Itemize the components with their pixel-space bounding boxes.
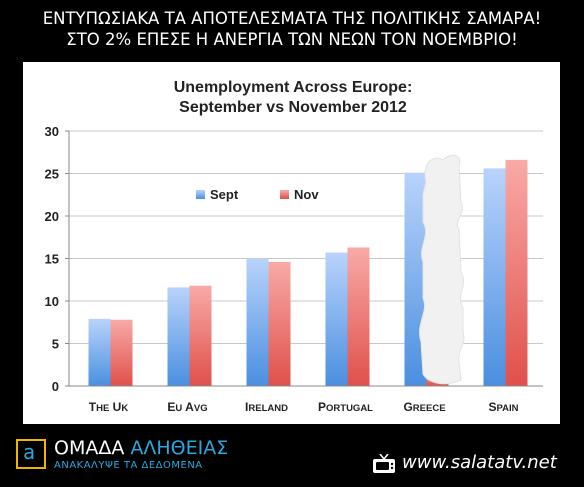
bar-sept	[88, 318, 111, 386]
bar-nov	[347, 247, 370, 386]
bar-nov	[189, 285, 212, 386]
y-tick-label: 0	[52, 379, 59, 394]
bar-sept	[325, 252, 348, 386]
y-tick-label: 25	[45, 167, 59, 182]
x-tick-label: EU AVG	[167, 400, 207, 414]
brand-tagline: ΑΝΑΚΑΛΥΨΕ ΤΑ ΔΕΔΟΜΕΝΑ	[54, 460, 203, 471]
bar-sept	[167, 287, 190, 386]
gridlines	[65, 130, 543, 387]
x-tick-label: SPAIN	[488, 400, 518, 414]
brush-stroke-overlay	[419, 154, 465, 385]
bars	[88, 159, 528, 386]
y-axis-ticks: 0 5 10 15 20 25 30	[45, 124, 59, 394]
x-tick-label: GREECE	[403, 400, 445, 414]
headline-line-1: ΕΝΤΥΠΩΣΙΑΚΑ ΤΑ ΑΠΟΤΕΛΕΣΜΑΤΑ ΤΗΣ ΠΟΛΙΤΙΚΗ…	[42, 9, 542, 28]
chart-subtitle: September vs November 2012	[179, 99, 407, 116]
brand-icon: a	[16, 438, 46, 469]
legend-label-nov: Nov	[294, 187, 319, 202]
x-axis-labels: THE UK EU AVG IRELAND PORTUGAL GREECE SPAIN	[89, 400, 519, 414]
x-tick-label: IRELAND	[245, 400, 288, 414]
legend-label-sept: Sept	[210, 187, 239, 202]
brush-overlay	[419, 154, 465, 385]
chart-panel: Unemployment Across Europe: September vs…	[23, 62, 560, 424]
y-tick-label: 10	[45, 294, 59, 309]
x-tick-label: THE UK	[89, 400, 129, 414]
brand-highlight: ΑΛΗΘΕΙΑΣ	[130, 437, 229, 459]
legend: Sept Nov	[196, 187, 319, 202]
legend-swatch-sept	[196, 190, 205, 199]
tv-icon	[373, 454, 395, 473]
x-tick-label: PORTUGAL	[318, 400, 373, 414]
bar-nov	[268, 261, 291, 386]
bar-sept	[246, 258, 269, 386]
headline: ΕΝΤΥΠΩΣΙΑΚΑ ΤΑ ΑΠΟΤΕΛΕΣΜΑΤΑ ΤΗΣ ΠΟΛΙΤΙΚΗ…	[0, 8, 584, 50]
brand-name: ΟΜΑΔΑ ΑΛΗΘΕΙΑΣ	[54, 437, 228, 459]
site-url[interactable]: www.salatatv.net	[402, 452, 557, 473]
bar-sept	[483, 168, 506, 386]
unemployment-bar-chart: Unemployment Across Europe: September vs…	[45, 79, 543, 414]
bar-nov	[505, 159, 528, 386]
y-tick-label: 20	[45, 209, 59, 224]
brand-icon-letter: a	[23, 440, 36, 464]
y-tick-label: 5	[52, 337, 59, 352]
y-tick-label: 15	[45, 252, 59, 267]
y-tick-label: 30	[45, 124, 59, 139]
chart-title: Unemployment Across Europe:	[174, 79, 413, 96]
bar-nov	[110, 319, 133, 386]
site-link[interactable]: www.salatatv.net	[372, 450, 572, 478]
brand-prefix: ΟΜΑΔΑ	[54, 437, 125, 459]
headline-line-2: ΣΤΟ 2% ΕΠΕΣΕ Η ΑΝΕΡΓΙΑ ΤΩΝ ΝΕΩΝ ΤΟΝ ΝΟΕΜ…	[66, 30, 518, 49]
legend-swatch-nov	[280, 190, 289, 199]
